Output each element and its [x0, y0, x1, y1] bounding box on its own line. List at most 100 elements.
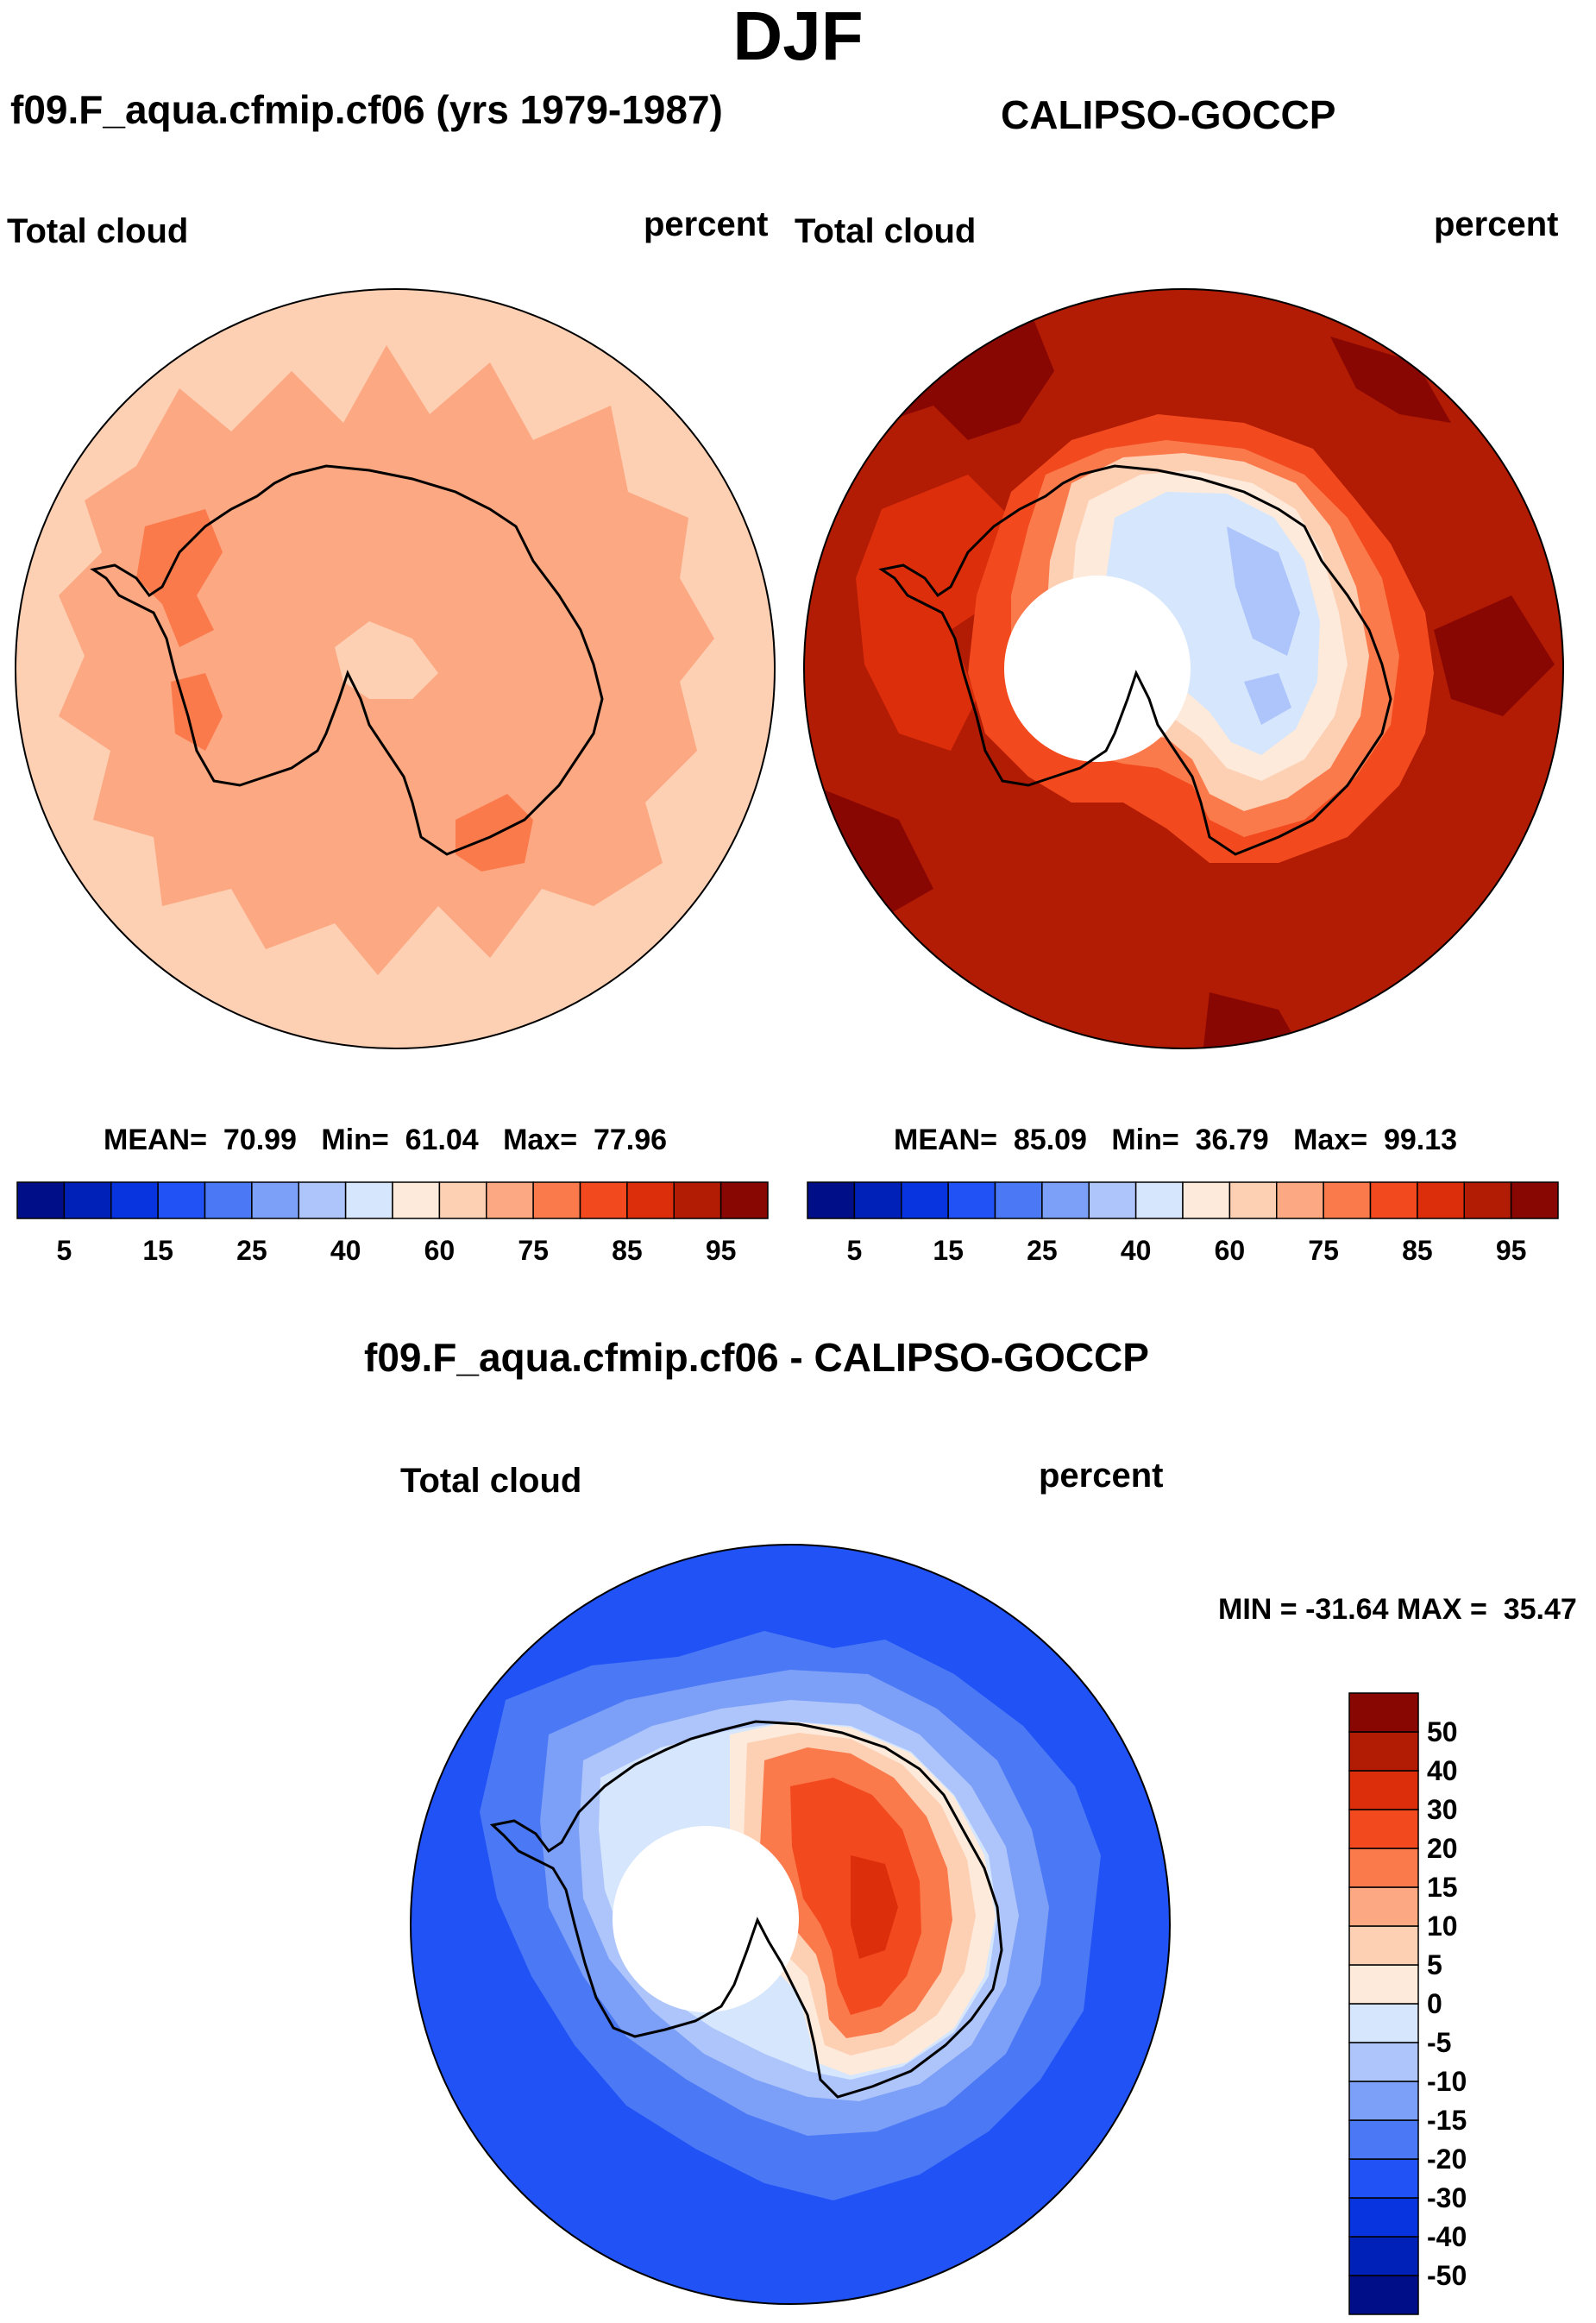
panel3-colorbar-swatch — [1348, 2119, 1419, 2160]
panel2-max-value: 99.13 — [1383, 1124, 1458, 1156]
panel1-colorbar-swatch — [63, 1181, 112, 1219]
panel1-variable-label: Total cloud — [7, 212, 189, 250]
panel3-colorbar-tick-label: 15 — [1427, 1872, 1458, 1903]
panel2-title: CALIPSO-GOCCP — [1001, 92, 1336, 137]
panel3-colorbar-tick-label: -40 — [1427, 2221, 1467, 2252]
panel2-colorbar-swatch — [1417, 1181, 1465, 1219]
panel2-units-label: percent — [1434, 205, 1559, 243]
panel1-colorbar-swatch — [673, 1181, 722, 1219]
panel1-colorbar-tick-label: 15 — [142, 1235, 173, 1266]
panel2-colorbar-tick-label: 60 — [1215, 1235, 1246, 1266]
panel3-polar-map — [410, 1544, 1171, 2305]
panel1-map-border — [15, 288, 776, 1049]
panel2-max-label: Max= — [1293, 1124, 1368, 1156]
panel2-colorbar-swatch — [1182, 1181, 1231, 1219]
panel1-colorbar-swatch — [579, 1181, 628, 1219]
panel1-colorbar-swatch — [110, 1181, 159, 1219]
panel3-map-border — [410, 1544, 1171, 2305]
panel2-colorbar-swatch — [901, 1181, 949, 1219]
panel2-colorbar-tick-label: 85 — [1402, 1235, 1433, 1266]
panel1-stats: MEAN= 70.99 Min= 61.04 Max= 77.96 — [104, 1124, 667, 1157]
panel1-colorbar-tick-label: 85 — [612, 1235, 643, 1266]
panel3-colorbar-swatch — [1348, 2236, 1419, 2276]
panel1-mean-label: MEAN= — [104, 1124, 207, 1156]
panel1-mean-value: 70.99 — [223, 1124, 297, 1156]
panel3-min-label: MIN = — [1218, 1593, 1298, 1626]
panel1-colorbar-tick-label: 95 — [706, 1235, 737, 1266]
panel1-colorbar-swatch — [719, 1181, 769, 1219]
panel1-colorbar-tick-label: 40 — [330, 1235, 361, 1266]
panel3-colorbar-swatch — [1348, 2197, 1419, 2238]
panel1-field-75-80-a — [136, 509, 223, 647]
panel3-colorbar-tick-label: 20 — [1427, 1833, 1458, 1864]
panel2-colorbar-swatch — [1463, 1181, 1512, 1219]
panel3-colorbar-tick-label: 30 — [1427, 1794, 1458, 1825]
panel3-colorbar-tick-label: -15 — [1427, 2105, 1467, 2136]
panel1-max-value: 77.96 — [593, 1124, 668, 1156]
panel2-colorbar-tick-label: 95 — [1496, 1235, 1527, 1266]
panel1-colorbar-swatch — [298, 1181, 347, 1219]
panel1-colorbar-tick-label: 60 — [424, 1235, 456, 1266]
panel2-field-95-plus-d — [1201, 992, 1313, 1048]
panel2-mean-value: 85.09 — [1013, 1124, 1087, 1156]
panel2-colorbar-swatch — [1323, 1181, 1372, 1219]
panel2-colorbar-swatch — [947, 1181, 996, 1219]
panel2-polar-map — [803, 288, 1564, 1049]
panel1-colorbar-swatch — [438, 1181, 487, 1219]
panel1-colorbar-swatch — [157, 1181, 206, 1219]
panel1-colorbar-swatch — [251, 1181, 299, 1219]
panel1-colorbar-swatch — [626, 1181, 675, 1219]
panel2-colorbar-tick-label: 25 — [1027, 1235, 1058, 1266]
figure-title: DJF — [732, 0, 864, 74]
panel3-colorbar-tick-label: 40 — [1427, 1755, 1458, 1786]
panel2-colorbar-swatch — [1510, 1181, 1559, 1219]
panel2-field-30-40-a — [1227, 526, 1300, 656]
panel3-colorbar-swatch — [1348, 2158, 1419, 2199]
panel3-min-value: -31.64 — [1305, 1593, 1389, 1626]
panel2-map-border — [803, 288, 1564, 1049]
panel3-colorbar-swatch — [1348, 2003, 1419, 2043]
panel3-units-label: percent — [1039, 1457, 1164, 1495]
panel3-antarctica-coastline — [489, 1720, 1003, 2099]
panel3-colorbar-swatch — [1348, 1809, 1419, 1849]
panel3-colorbar-tick-label: 50 — [1427, 1716, 1458, 1747]
panel3-colorbar-swatch — [1348, 1964, 1419, 2005]
panel3-colorbar-tick-label: -20 — [1427, 2144, 1467, 2175]
panel1-colorbar-swatch — [392, 1181, 441, 1219]
panel2-min-label: Min= — [1111, 1124, 1179, 1156]
panel1-min-value: 61.04 — [405, 1124, 479, 1156]
panel2-field-95-plus-b — [1330, 337, 1451, 423]
panel2-colorbar-tick-label: 15 — [933, 1235, 964, 1266]
panel2-min-value: 36.79 — [1195, 1124, 1269, 1156]
panel3-colorbar-tick-label: 5 — [1427, 1949, 1442, 1980]
panel1-field-75-80-b — [171, 673, 223, 751]
panel1-colorbar-tick-label: 25 — [236, 1235, 267, 1266]
panel3-max-value: 35.47 — [1503, 1593, 1577, 1626]
panel1-colorbar-swatch — [204, 1181, 253, 1219]
panel2-colorbar-swatch — [1041, 1181, 1090, 1219]
panel2-colorbar-swatch — [853, 1181, 902, 1219]
panel3-field-30-40 — [851, 1855, 898, 1959]
panel1-colorbar-swatch — [486, 1181, 534, 1219]
panel2-colorbar-swatch — [1276, 1181, 1324, 1219]
panel1-min-label: Min= — [321, 1124, 389, 1156]
panel3-colorbar-swatch — [1348, 1925, 1419, 1966]
panel2-variable-label: Total cloud — [795, 212, 977, 250]
panel1-max-label: Max= — [503, 1124, 578, 1156]
panel2-colorbar-swatch — [1088, 1181, 1137, 1219]
panel3-title: f09.F_aqua.cfmip.cf06 - CALIPSO-GOCCP — [364, 1335, 1149, 1380]
panel3-colorbar-swatch — [1348, 1731, 1419, 1772]
panel3-stats: MIN = -31.64 MAX = 35.47 — [1218, 1593, 1577, 1627]
panel2-colorbar-swatch — [994, 1181, 1043, 1219]
panel2-stats: MEAN= 85.09 Min= 36.79 Max= 99.13 — [894, 1124, 1457, 1157]
panel3-missing-data-cap — [613, 1826, 799, 2012]
panel1-field-75-80-c — [456, 794, 533, 872]
panel3-colorbar-tick-label: -30 — [1427, 2182, 1467, 2213]
panel2-colorbar-swatch — [1134, 1181, 1184, 1219]
panel3-colorbar-swatch — [1348, 1770, 1419, 1810]
panel2-colorbar-tick-label: 75 — [1308, 1235, 1339, 1266]
panel1-title: f09.F_aqua.cfmip.cf06 (yrs 1979-1987) — [10, 87, 723, 132]
panel3-colorbar-tick-label: -10 — [1427, 2066, 1467, 2097]
panel2-colorbar-tick-label: 40 — [1121, 1235, 1152, 1266]
panel1-colorbar-tick-label: 75 — [518, 1235, 549, 1266]
